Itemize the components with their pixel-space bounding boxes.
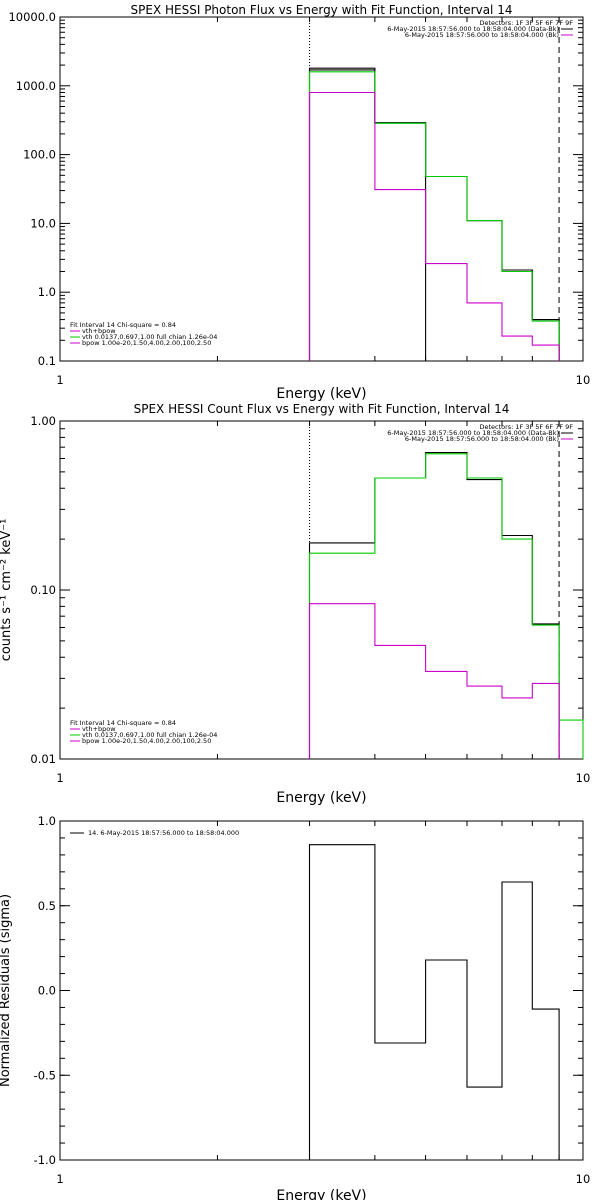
- p3-y-tick-label: 0.0: [38, 984, 56, 998]
- p3-plot-frame: [59, 820, 584, 1161]
- p1-fit-legend-line: vth+bpow: [82, 327, 116, 335]
- p2-series-vth: [308, 453, 584, 759]
- p2-top-legend-line: 6-May-2015 18:57:56.000 to 18:58:04.000 …: [405, 435, 559, 443]
- p1-top-legend-line: 6-May-2015 18:57:56.000 to 18:58:04.000 …: [387, 25, 559, 33]
- p2-fit-legend-line: vth 0.0137,0.697,1.00 full chian 1.26e-0…: [82, 731, 217, 739]
- p1-x-axis-label: Energy (keV): [276, 386, 366, 402]
- p3-y-tick-label: 0.5: [38, 899, 56, 913]
- p3-x-tick-label: 10: [576, 1172, 591, 1186]
- p2-x-axis-label: Energy (keV): [276, 790, 366, 806]
- p1-y-tick-label: 10000.0: [8, 10, 56, 24]
- p1-fit-legend-line: bpow 1.00e-20,1.50,4.00,2.00,100,2.50: [82, 339, 211, 347]
- p1-fit-legend-line: vth 0.0137,0.697,1.00 full chian 1.26e-0…: [82, 333, 217, 341]
- p1-y-tick-label: 100.0: [23, 148, 56, 162]
- p2-y-tick-label: 1.00: [30, 414, 56, 428]
- p3-x-axis-label: Energy (keV): [276, 1188, 366, 1200]
- p1-y-tick-label: 1.0: [38, 285, 56, 299]
- p2-fit-legend-line: bpow 1.00e-20,1.50,4.00,2.00,100,2.50: [82, 737, 211, 745]
- p1-series-bpow: [308, 91, 560, 361]
- p2-x-tick-label: 10: [576, 771, 591, 785]
- p1-series-total_fit: [308, 69, 560, 361]
- p2-title: SPEX HESSI Count Flux vs Energy with Fit…: [134, 402, 510, 416]
- p2-fit-legend-line: vth+bpow: [82, 725, 116, 733]
- p1-y-tick-label: 1000.0: [16, 79, 56, 93]
- p2-y-tick-label: 0.01: [30, 752, 56, 766]
- p1-x-tick-label: 10: [576, 373, 591, 387]
- p1-fit-legend-line: Fit Interval 14 Chi-square = 0.84: [70, 321, 176, 329]
- p3-y-axis-label: Normalized Residuals (sigma): [0, 894, 13, 1087]
- p2-plot-frame: [59, 420, 584, 760]
- p3-series-residuals: [308, 844, 560, 1160]
- p3-y-tick-label: -1.0: [34, 1153, 56, 1167]
- p2-top-legend-line: 6-May-2015 18:57:56.000 to 18:58:04.000 …: [387, 429, 559, 437]
- p3-legend-line: 14. 6-May-2015 18:57:56.000 to 18:58:04.…: [88, 829, 239, 837]
- p3-x-tick-label: 1: [56, 1172, 63, 1186]
- p2-x-tick-label: 1: [56, 771, 63, 785]
- p1-plot-frame: [59, 16, 584, 362]
- p1-y-tick-label: 0.1: [38, 354, 56, 368]
- p1-series-data: [308, 67, 560, 361]
- p1-x-tick-label: 1: [56, 373, 63, 387]
- p2-y-axis-label: counts s⁻¹ cm⁻² keV⁻¹: [0, 519, 14, 662]
- p1-top-legend-line: 6-May-2015 18:57:56.000 to 18:58:04.000 …: [405, 31, 559, 39]
- p1-y-tick-label: 10.0: [30, 216, 56, 230]
- p2-top-legend-line: Detectors: 1F 3F 5F 6F 7F 9F: [479, 423, 573, 431]
- p3-y-tick-label: -0.5: [34, 1068, 56, 1082]
- p3-y-tick-label: 1.0: [38, 814, 56, 828]
- p1-title: SPEX HESSI Photon Flux vs Energy with Fi…: [131, 3, 513, 17]
- p2-fit-legend-line: Fit Interval 14 Chi-square = 0.84: [70, 719, 176, 727]
- p1-series-vth: [308, 71, 560, 361]
- p2-series-bpow: [308, 603, 560, 759]
- p1-top-legend-line: Detectors: 1F 3F 5F 6F 7F 9F: [479, 19, 573, 27]
- p2-y-tick-label: 0.10: [30, 583, 56, 597]
- p2-series-data: [308, 452, 560, 759]
